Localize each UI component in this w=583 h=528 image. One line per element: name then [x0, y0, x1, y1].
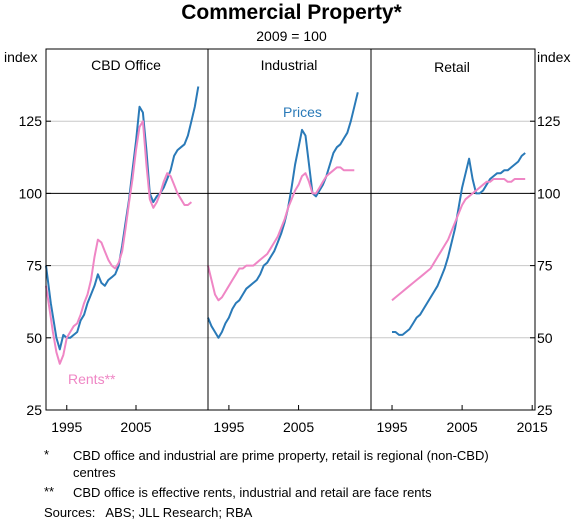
- footnote-mark-2: **: [44, 484, 55, 499]
- cbd-office-xtick-1995: 1995: [51, 419, 82, 435]
- retail-xtick-2005: 2005: [447, 419, 478, 435]
- industrial-prices-line: [207, 92, 359, 339]
- ytick-right-125: 125: [537, 113, 561, 129]
- industrial-panel-label: Industrial: [261, 57, 318, 73]
- footnote-text-2: CBD office is effective rents, industria…: [73, 485, 432, 500]
- plot-frame: [45, 48, 536, 411]
- industrial-xtick-1995: 1995: [213, 419, 244, 435]
- retail-xtick-1995: 1995: [376, 419, 407, 435]
- footnote-mark-1: *: [44, 447, 50, 462]
- ytick-right-75: 75: [537, 258, 553, 274]
- y-unit-label-right: index: [537, 49, 570, 65]
- cbd-office-panel-label: CBD Office: [91, 57, 161, 73]
- retail-xtick-2015: 2015: [517, 419, 548, 435]
- cbd-office-series-label-0: Rents**: [68, 371, 116, 387]
- footnote-text-1: CBD office and industrial are prime prop…: [73, 448, 489, 480]
- chart-subtitle: 2009 = 100: [256, 28, 327, 44]
- ytick-left-100: 100: [19, 185, 43, 201]
- ytick-right-25: 25: [537, 402, 553, 418]
- y-unit-label-left: index: [4, 49, 37, 65]
- retail-panel-label: Retail: [434, 59, 470, 75]
- industrial-series-label-0: Prices: [283, 104, 322, 120]
- industrial-xtick-2005: 2005: [283, 419, 314, 435]
- retail-prices-line: [392, 152, 526, 336]
- retail-rents-line: [391, 178, 526, 302]
- cbd-office-rents-line: [45, 120, 193, 365]
- ytick-right-100: 100: [537, 185, 561, 201]
- ytick-left-125: 125: [19, 113, 43, 129]
- ytick-left-75: 75: [26, 258, 42, 274]
- ytick-left-50: 50: [26, 330, 42, 346]
- cbd-office-xtick-2005: 2005: [120, 419, 151, 435]
- cbd-office-prices-line: [45, 86, 200, 351]
- chart-title: Commercial Property*: [181, 1, 402, 24]
- ytick-right-50: 50: [537, 330, 553, 346]
- ytick-left-25: 25: [26, 402, 42, 418]
- industrial-rents-line: [207, 166, 355, 302]
- sources-line: Sources: ABS; JLL Research; RBA: [44, 505, 253, 520]
